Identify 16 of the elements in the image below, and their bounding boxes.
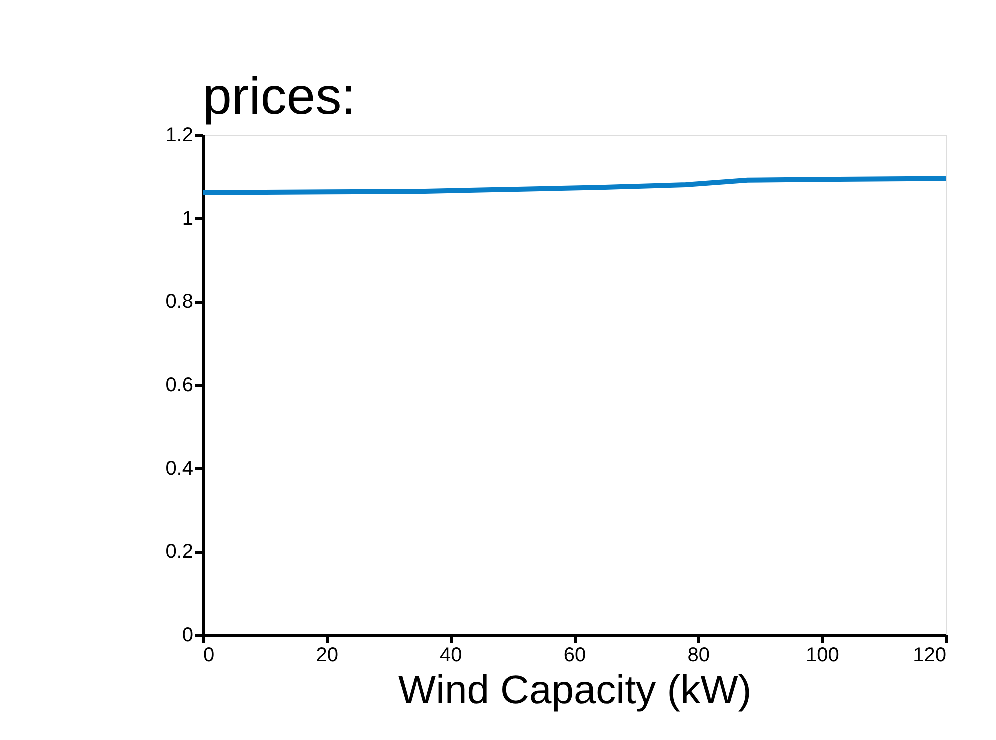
x-tick-label: 40: [440, 644, 462, 666]
y-tick-label: 0: [182, 624, 194, 646]
x-tick-label: 60: [564, 644, 586, 666]
x-tick-label: 0: [204, 644, 215, 666]
x-tick-label: 80: [688, 644, 710, 666]
y-tick-label: 0.6: [166, 374, 194, 396]
x-tick-label: 120: [913, 644, 946, 666]
y-tick-label: 0.2: [166, 541, 194, 564]
text: prices:: [203, 68, 356, 126]
y-tick-label: 0.4: [166, 458, 194, 480]
y-tick-label: 0.8: [166, 291, 194, 314]
x-axis-title: Wind Capacity (kW): [398, 668, 752, 712]
y-tick-label: 1: [182, 208, 194, 230]
x-tick-label: 20: [316, 644, 338, 666]
x-tick-label: 100: [806, 644, 840, 666]
y-tick-label: 1.2: [166, 124, 194, 146]
